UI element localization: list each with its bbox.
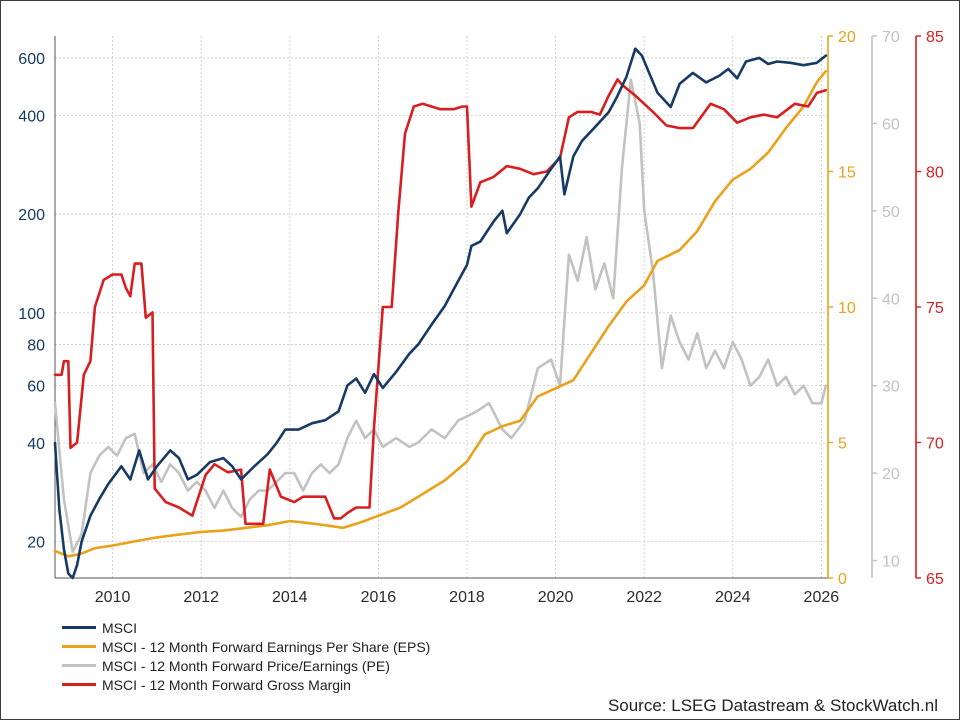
- x-tick-label: 2012: [183, 589, 219, 606]
- y-tick-label-pe: 10: [882, 554, 900, 571]
- source-note: Source: LSEG Datastream & StockWatch.nl: [607, 696, 938, 715]
- series-eps-line: [53, 69, 828, 558]
- legend-label-eps: MSCI - 12 Month Forward Earnings Per Sha…: [102, 638, 431, 655]
- y-tick-label-msci: 100: [18, 306, 45, 323]
- series-pe-line: [53, 78, 828, 554]
- x-tick-label: 2014: [272, 589, 308, 606]
- y-tick-label-pe: 40: [882, 291, 900, 308]
- y-tick-label-msci: 80: [27, 338, 45, 355]
- y-tick-label-gross-margin: 70: [926, 436, 944, 453]
- y-tick-label-eps: 15: [838, 165, 856, 182]
- y-tick-label-pe: 50: [882, 204, 900, 221]
- series-gross-margin-line: [53, 78, 828, 526]
- y-tick-label-pe: 70: [882, 29, 900, 46]
- chart-legend: MSCI MSCI - 12 Month Forward Earnings Pe…: [62, 618, 430, 694]
- x-tick-label: 2024: [715, 589, 751, 606]
- y-tick-label-msci: 60: [27, 378, 45, 395]
- series-msci-line: [53, 47, 828, 580]
- x-tick-label: 2026: [804, 589, 840, 606]
- legend-swatch-eps: [62, 645, 96, 648]
- y-tick-label-eps: 5: [838, 436, 847, 453]
- y-tick-label-eps: 20: [838, 29, 856, 46]
- legend-swatch-pe: [62, 664, 96, 667]
- y-tick-label-eps: 0: [838, 571, 847, 588]
- y-tick-label-gross-margin: 65: [926, 571, 944, 588]
- x-tick-label: 2010: [95, 589, 131, 606]
- x-tick-label: 2022: [626, 589, 662, 606]
- y-tick-label-pe: 60: [882, 116, 900, 133]
- y-tick-label-msci: 20: [27, 535, 45, 552]
- y-tick-label-gross-margin: 85: [926, 29, 944, 46]
- y-tick-label-msci: 600: [18, 51, 45, 68]
- legend-item-pe: MSCI - 12 Month Forward Price/Earnings (…: [62, 656, 430, 675]
- y-tick-label-gross-margin: 80: [926, 165, 944, 182]
- y-tick-label-msci: 40: [27, 436, 45, 453]
- legend-item-eps: MSCI - 12 Month Forward Earnings Per Sha…: [62, 637, 430, 656]
- y-tick-label-pe: 20: [882, 466, 900, 483]
- legend-label-gross-margin: MSCI - 12 Month Forward Gross Margin: [102, 676, 351, 693]
- x-tick-label: 2018: [449, 589, 485, 606]
- legend-item-gross-margin: MSCI - 12 Month Forward Gross Margin: [62, 675, 430, 694]
- y-tick-label-msci: 200: [18, 207, 45, 224]
- legend-swatch-gross-margin: [62, 683, 96, 686]
- legend-item-msci: MSCI: [62, 618, 430, 637]
- legend-label-msci: MSCI: [102, 619, 137, 636]
- legend-swatch-msci: [62, 626, 96, 629]
- x-tick-label: 2020: [538, 589, 574, 606]
- y-tick-label-gross-margin: 75: [926, 300, 944, 317]
- y-tick-label-pe: 30: [882, 379, 900, 396]
- y-tick-label-msci: 400: [18, 109, 45, 126]
- legend-label-pe: MSCI - 12 Month Forward Price/Earnings (…: [102, 657, 390, 674]
- y-tick-label-eps: 10: [838, 300, 856, 317]
- x-tick-label: 2016: [361, 589, 397, 606]
